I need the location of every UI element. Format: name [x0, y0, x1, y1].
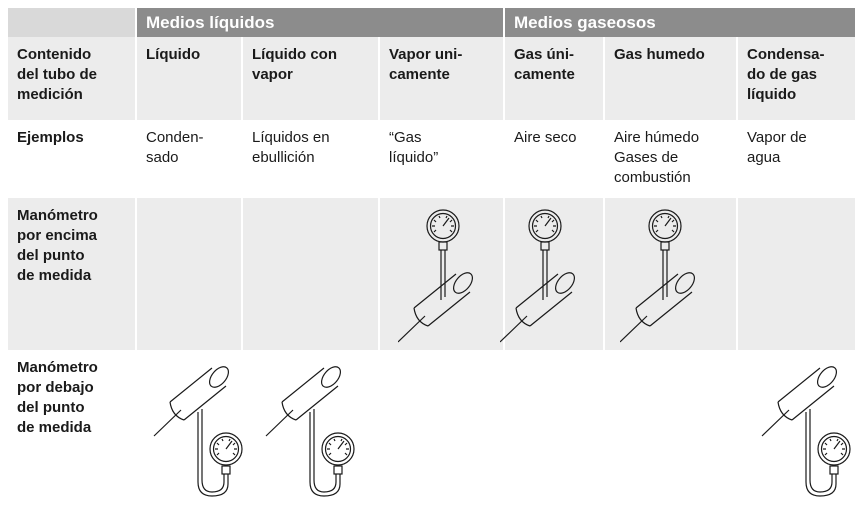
cell-text: camente [389, 66, 450, 83]
table-cell: Vapor uni-camente [380, 37, 505, 120]
table-cell: “Gas líquido” [380, 120, 505, 198]
cell-text: Contenido [17, 46, 92, 63]
cell-text: Vapor de [747, 129, 807, 146]
cell-text: Aire seco [514, 129, 577, 146]
cell-text: de medida [17, 267, 92, 284]
table-cell [605, 198, 738, 350]
table-cell [738, 198, 855, 350]
gauge-above-icon [500, 209, 579, 343]
table-cell: Gas humedo [605, 37, 738, 120]
gauge-below-icon [761, 362, 851, 497]
table-cell: Líquido con vapor [243, 37, 380, 120]
table-cell [605, 350, 738, 502]
row-header-cell: Manómetro por debajo del punto de medida [8, 350, 137, 502]
cell-text: Líquidos en [252, 129, 330, 146]
table-cell [380, 198, 505, 350]
table-cell: Vapor de agua [738, 120, 855, 198]
cell-text: “Gas [389, 129, 422, 146]
group-header: Medios gaseosos [505, 8, 855, 37]
cell-text: camente [514, 66, 575, 83]
table-cell: Conden-sado [137, 120, 243, 198]
table-cell [137, 350, 243, 502]
cell-text: Condensa- [747, 46, 825, 63]
cell-text: del punto [17, 247, 85, 264]
cell-text: del punto [17, 399, 85, 416]
cell-text: combustión [614, 169, 691, 186]
cell-text: vapor [252, 66, 293, 83]
cell-text: do de gas [747, 66, 818, 83]
cell-text: agua [747, 149, 781, 166]
cell-text: Vapor uni- [389, 46, 463, 63]
cell-text: Gases de [614, 149, 679, 166]
cell-text: Líquido con [252, 46, 337, 63]
cell-text: Líquido [146, 46, 201, 63]
table-cell: Aire húmedo Gases de combustión [605, 120, 738, 198]
table-cell [505, 350, 605, 502]
row-header-cell: Manómetro por encima del punto de medida [8, 198, 137, 350]
table-cell [137, 198, 243, 350]
table-cell: Condensa-do de gas líquido [738, 37, 855, 120]
cell-text: de medida [17, 419, 92, 436]
gauge-below-icon [153, 362, 243, 497]
cell-text: Manómetro [17, 207, 98, 224]
cell-text: del tubo de [17, 66, 97, 83]
cell-text: medición [17, 86, 83, 103]
cell-text: ebullición [252, 149, 315, 166]
table-cell [505, 198, 605, 350]
gauge-above-icon [620, 209, 699, 343]
cell-text: líquido [747, 86, 797, 103]
table-cell: Aire seco [505, 120, 605, 198]
row-header-cell: Contenido del tubo de medición [8, 37, 137, 120]
table-cell [380, 350, 505, 502]
corner-cell [8, 8, 137, 37]
table-cell [243, 350, 380, 502]
group-header: Medios líquidos [137, 8, 503, 37]
cell-text: Conden- [146, 129, 204, 146]
row-header-cell: Ejemplos [8, 120, 137, 198]
table-cell: Líquidos en ebullición [243, 120, 380, 198]
cell-text: Aire húmedo [614, 129, 700, 146]
cell-text: Gas humedo [614, 46, 705, 63]
gauge-above-icon [398, 209, 477, 343]
table-cell: Líquido [137, 37, 243, 120]
cell-text: líquido” [389, 149, 439, 166]
table-cell [243, 198, 380, 350]
cell-text: por debajo [17, 379, 94, 396]
cell-text: Manómetro [17, 359, 98, 376]
cell-text: sado [146, 149, 179, 166]
cell-text: Ejemplos [17, 129, 84, 146]
table-cell: Gas úni-camente [505, 37, 605, 120]
cell-text: por encima [17, 227, 98, 244]
gauge-below-icon [265, 362, 355, 497]
cell-text: Gas úni- [514, 46, 575, 63]
